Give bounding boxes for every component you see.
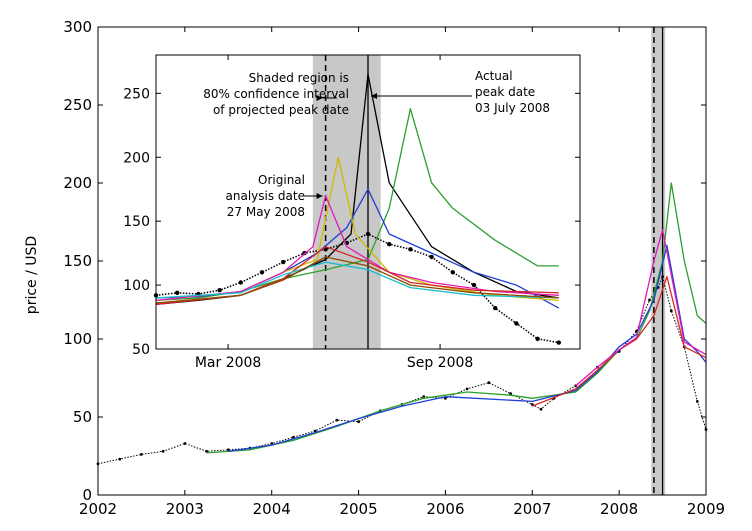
main-series-4 xyxy=(575,229,707,387)
main-y-tick-label: 100 xyxy=(63,330,92,348)
annotation-line: Shaded region is xyxy=(249,71,349,85)
main-data-point xyxy=(661,275,664,278)
annotation-line: of projected peak date xyxy=(213,103,349,117)
main-x-tick-label: 2002 xyxy=(79,500,117,518)
main-y-tick-label: 250 xyxy=(63,96,92,114)
inset-series-5 xyxy=(155,194,559,302)
main-series-3 xyxy=(532,275,707,407)
inset-chart: 50 100 150 200 250 Mar 2008 Sep 2008 Shaded reg… xyxy=(123,54,581,371)
annotation-analysis-date: Original analysis date 27 May 2008 xyxy=(226,173,305,219)
main-y-tick-label: 300 xyxy=(63,18,92,36)
main-series-2 xyxy=(228,244,707,452)
inset-series-0 xyxy=(153,231,561,345)
annotation-line: 03 July 2008 xyxy=(475,101,550,115)
main-y-tick-label: 0 xyxy=(82,486,92,504)
main-x-tick-label: 2004 xyxy=(253,500,291,518)
inset-series-8 xyxy=(155,256,559,304)
annotation-shaded-arrowhead xyxy=(316,95,323,101)
annotation-peak-arrowhead xyxy=(371,93,377,99)
annotation-line: Actual xyxy=(475,69,513,83)
annotation-analysis-arrowhead xyxy=(316,193,323,199)
annotation-shaded-region: Shaded region is 80% confidence interval o… xyxy=(203,71,349,117)
main-x-tick-label: 2008 xyxy=(600,500,638,518)
main-x-tick-label: 2009 xyxy=(687,500,725,518)
inset-x-tick-label: Sep 2008 xyxy=(407,355,473,371)
inset-y-tick-label: 150 xyxy=(123,214,150,230)
main-x-tick-label: 2006 xyxy=(426,500,464,518)
inset-y-tick-label: 200 xyxy=(123,150,150,166)
inset-y-tick-label: 100 xyxy=(123,278,150,294)
main-data-point xyxy=(226,448,230,452)
inset-x-tick-label: Mar 2008 xyxy=(195,355,262,371)
inset-series-7 xyxy=(155,261,559,299)
main-data-point xyxy=(140,453,143,456)
annotation-line: analysis date xyxy=(226,189,305,203)
main-series-1 xyxy=(206,182,707,454)
main-x-tick-label: 2005 xyxy=(339,500,377,518)
annotation-line: peak date xyxy=(475,85,535,99)
annotation-line: 27 May 2008 xyxy=(227,205,305,219)
inset-frame xyxy=(155,54,581,350)
main-y-tick-label: 150 xyxy=(63,252,92,270)
annotation-line: 80% confidence interval xyxy=(203,87,349,101)
main-y-tick-label: 200 xyxy=(63,174,92,192)
inset-y-tick-label: 50 xyxy=(132,342,150,358)
y-axis-label: price / USD xyxy=(24,236,40,314)
inset-y-tick-label: 250 xyxy=(123,86,150,102)
main-confidence-band xyxy=(651,27,666,495)
annotation-line: Original xyxy=(258,173,305,187)
main-y-tick-label: 50 xyxy=(73,408,92,426)
main-x-tick-label: 2007 xyxy=(513,500,551,518)
main-x-tick-label: 2003 xyxy=(166,500,204,518)
annotation-peak-date: Actual peak date 03 July 2008 xyxy=(475,69,550,115)
